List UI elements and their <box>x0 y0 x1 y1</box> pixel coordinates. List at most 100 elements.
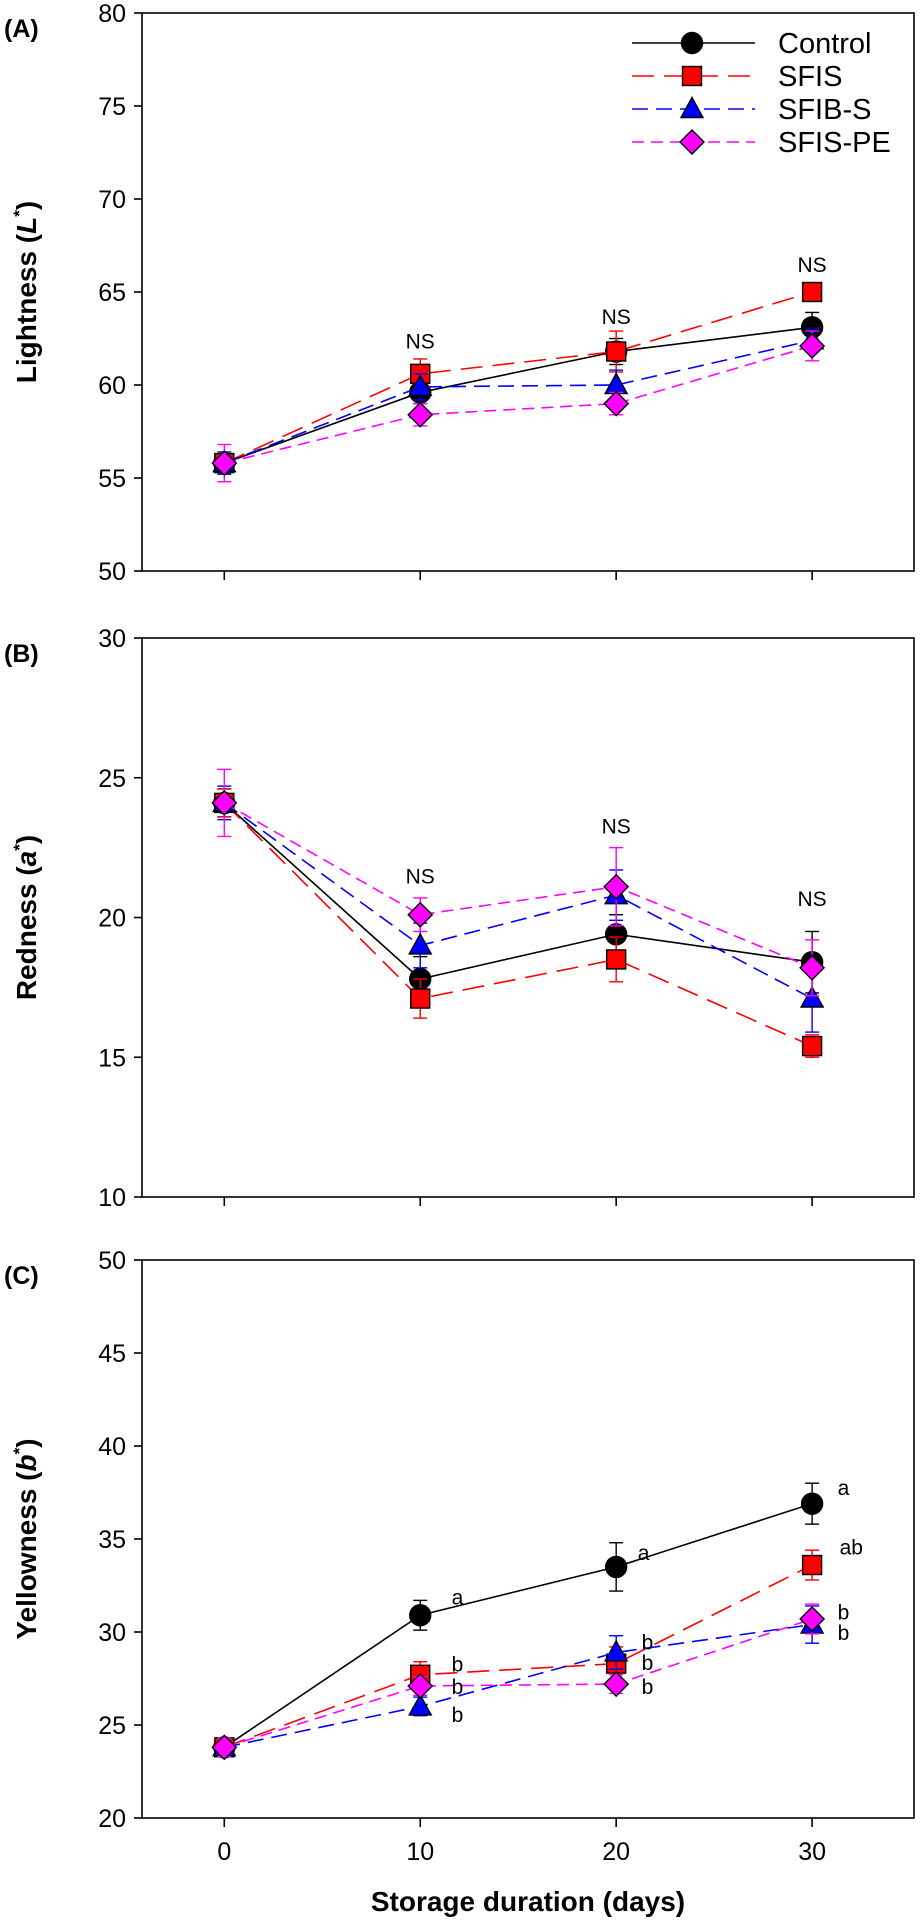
series-control <box>213 788 824 1003</box>
data-point <box>799 954 826 981</box>
legend-label: SFIB-S <box>778 94 871 126</box>
series-sfib-s <box>212 785 825 1033</box>
series-line <box>223 802 813 980</box>
data-point <box>603 873 630 900</box>
annotation: NS <box>406 866 435 889</box>
data-point <box>408 1693 433 1716</box>
x-tick-label: 10 <box>406 1838 434 1866</box>
series-line <box>224 345 813 464</box>
series-line <box>224 1618 813 1749</box>
legend-label: Control <box>778 28 872 60</box>
series-sfis <box>214 281 823 474</box>
data-point <box>409 1604 432 1627</box>
annotation: b <box>642 1676 654 1699</box>
annotation: NS <box>602 306 631 329</box>
series-sfis-pe <box>211 1603 826 1761</box>
data-point <box>800 1492 824 1515</box>
legend-label: SFIS <box>778 61 842 93</box>
y-tick-label: 30 <box>98 1619 126 1647</box>
data-point <box>603 1671 630 1698</box>
y-tick-label: 30 <box>98 625 126 653</box>
series-sfib-s <box>212 327 825 475</box>
annotation: b <box>642 1652 654 1675</box>
data-point <box>211 789 238 816</box>
x-tick-label: 20 <box>602 1838 630 1866</box>
data-point <box>801 1554 823 1576</box>
data-point <box>799 1605 826 1632</box>
plot-frame <box>141 637 915 1198</box>
series-line <box>224 339 813 464</box>
series-control <box>213 1482 824 1759</box>
data-point <box>408 373 433 397</box>
legend-marker <box>680 31 704 55</box>
series-line <box>223 802 813 1047</box>
legend-marker <box>679 96 705 119</box>
annotation: NS <box>602 815 631 838</box>
panel-label: (C) <box>4 1262 39 1290</box>
annotation: b <box>452 1654 464 1677</box>
y-tick-label: 20 <box>98 1805 126 1833</box>
x-axis-title: Storage duration (days) <box>371 1886 685 1917</box>
legend-marker <box>681 65 703 87</box>
series-line <box>223 1502 813 1748</box>
annotation: b <box>452 1676 464 1699</box>
y-tick-label: 40 <box>98 1433 126 1461</box>
x-tick-label: 0 <box>217 1838 231 1866</box>
data-point <box>603 1639 629 1662</box>
panel-c: 20 25 30 35 40 45 50 0 10 20 30 (C) Yellowness (b*) a… <box>4 1247 915 1866</box>
data-point <box>603 390 630 417</box>
y-tick-label: 60 <box>98 372 126 400</box>
annotation: b <box>838 1622 850 1645</box>
data-point <box>799 332 826 359</box>
data-point <box>801 281 823 303</box>
data-point <box>211 1734 238 1761</box>
data-point <box>410 988 431 1009</box>
y-tick-label: 25 <box>98 765 126 793</box>
annotation: a <box>452 1587 464 1610</box>
annotation: a <box>638 1542 650 1565</box>
y-tick-label: 70 <box>98 186 126 214</box>
y-tick-label: 80 <box>98 0 126 28</box>
panel-label: (A) <box>4 15 39 43</box>
series-line <box>223 802 813 1000</box>
series-line <box>223 291 813 464</box>
series-sfis <box>214 788 823 1058</box>
series-sfis-pe <box>211 768 826 997</box>
series-sfis <box>214 1549 823 1758</box>
data-point <box>605 341 627 362</box>
annotation: b <box>452 1704 464 1727</box>
annotation: b <box>838 1602 850 1625</box>
y-tick-label: 75 <box>98 93 126 121</box>
annotation: NS <box>406 330 435 353</box>
panel-label: (B) <box>4 640 39 668</box>
y-tick-label: 20 <box>98 905 126 933</box>
annotation: NS <box>798 254 827 277</box>
y-axis-title: Yellowness (b*) <box>10 1438 42 1639</box>
annotation: b <box>642 1631 654 1654</box>
y-tick-label: 35 <box>98 1526 126 1554</box>
y-tick-label: 65 <box>98 279 126 307</box>
y-axis-title: Lightness (L*) <box>10 201 42 383</box>
series-line <box>224 1623 813 1749</box>
x-tick-label: 30 <box>798 1838 826 1866</box>
legend-marker <box>679 129 705 155</box>
panel-b: 10 15 20 25 30 (B) Redness (a*) NS NS NS <box>4 625 915 1212</box>
panel-a: 50 55 60 65 70 75 80 (A) Lightness (L*) NS NS NS Con… <box>4 0 915 586</box>
data-point <box>605 949 627 970</box>
data-point <box>407 1672 434 1699</box>
series-line <box>223 802 813 969</box>
series-line <box>224 1564 813 1749</box>
series-line <box>224 326 813 464</box>
y-tick-label: 25 <box>98 1712 126 1740</box>
data-point <box>604 1555 628 1579</box>
y-tick-label: 50 <box>98 1247 126 1275</box>
y-axis-title: Redness (a*) <box>10 835 42 1000</box>
y-tick-label: 45 <box>98 1340 126 1368</box>
annotation: ab <box>840 1536 863 1559</box>
data-point <box>799 985 825 1008</box>
y-tick-label: 50 <box>98 558 126 586</box>
y-tick-label: 10 <box>98 1184 126 1212</box>
legend-label: SFIS-PE <box>778 127 891 159</box>
